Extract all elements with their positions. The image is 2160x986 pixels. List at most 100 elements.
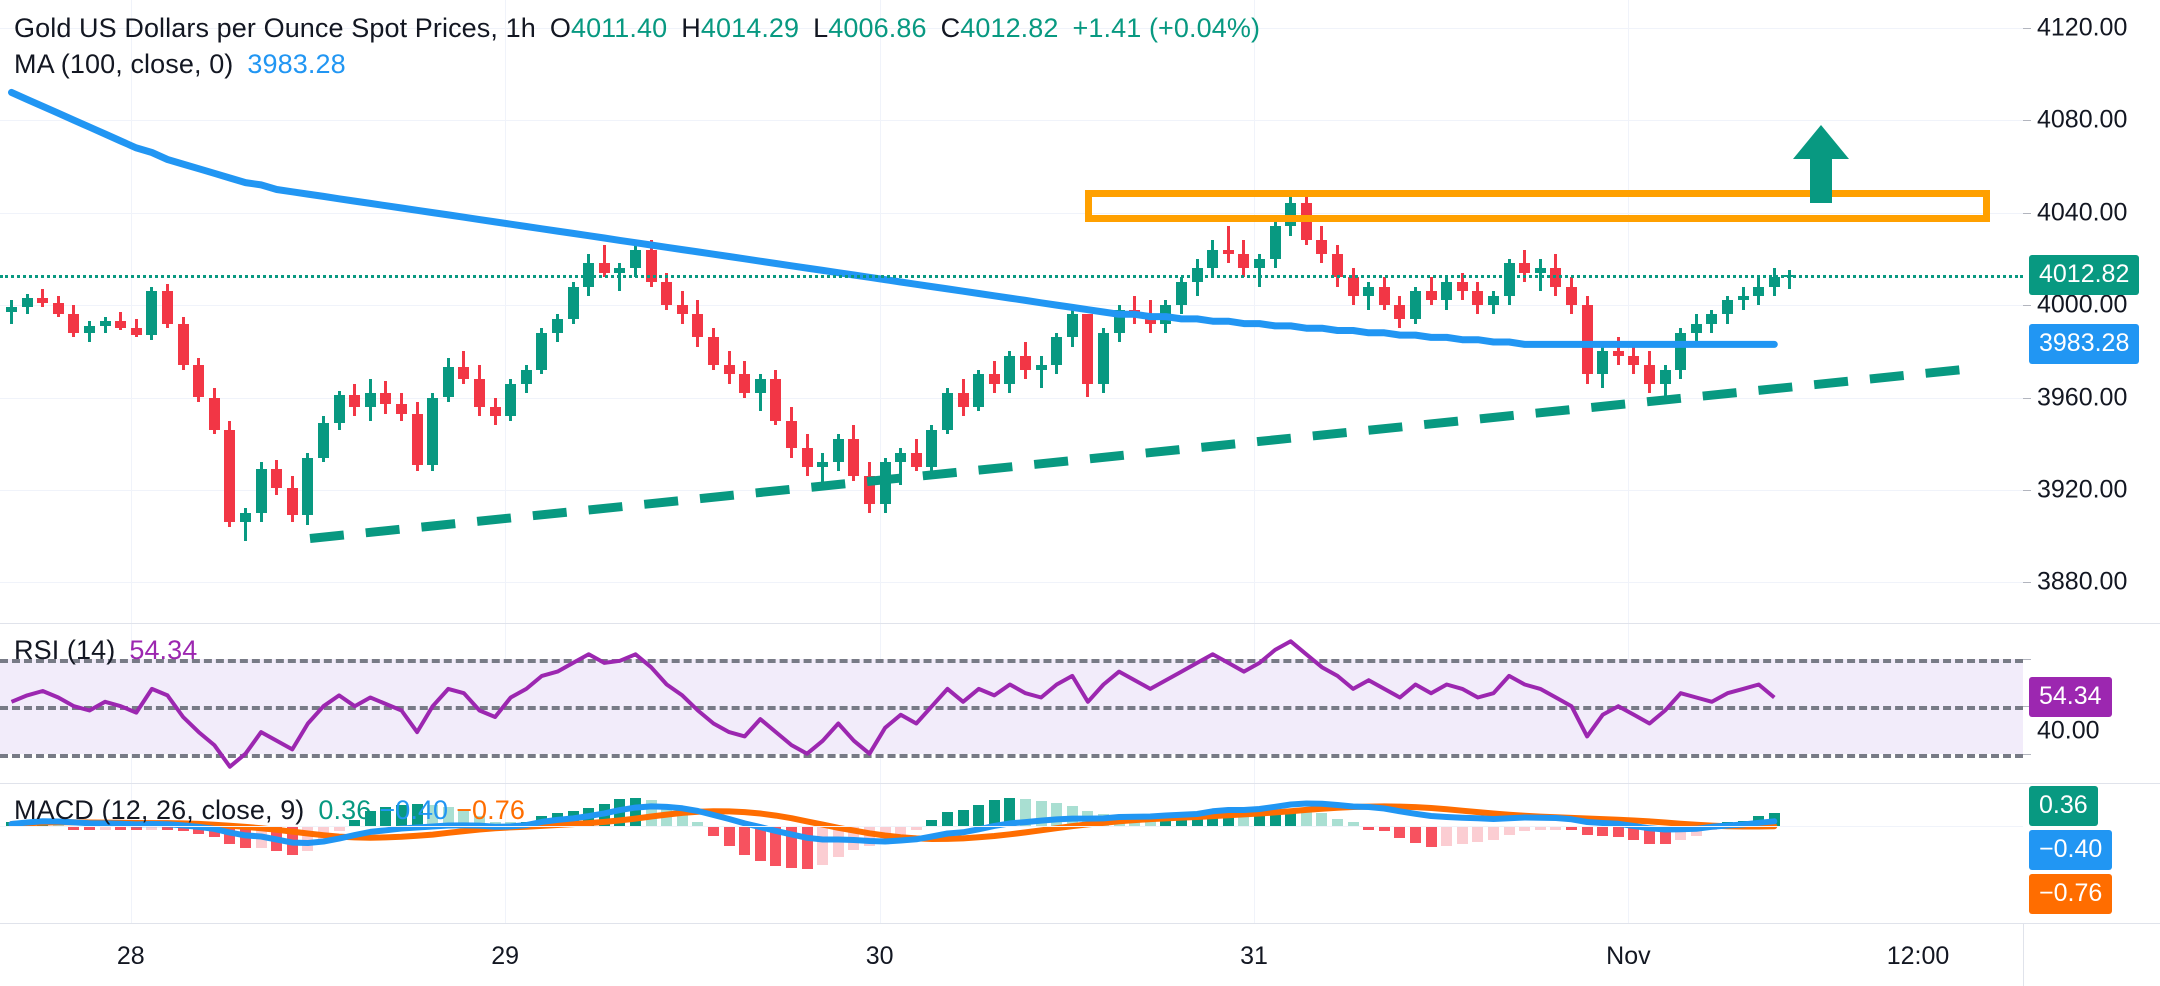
price-tick [2023,120,2031,122]
macd-histogram-bar [474,815,485,826]
ma-value-badge[interactable]: 3983.28 [2029,323,2140,364]
candle-body [1690,323,1702,333]
candle-body [115,321,127,329]
macd-histogram-bar [770,826,782,866]
price-tick [2023,212,2031,214]
candle-body [770,379,782,421]
candle-body [255,469,267,514]
candle-wick [1258,254,1261,287]
bullish-breakout-arrow[interactable] [1793,125,1849,203]
macd-histogram-bar [162,826,173,830]
macd-signal-badge[interactable]: −0.76 [2029,874,2113,914]
candle-body [1456,281,1468,292]
candle-body [661,281,673,306]
time-gridline [1254,0,1255,624]
candle-body [1238,254,1250,269]
macd-histogram-bar [1488,826,1499,841]
macd-histogram-bar [1519,826,1531,831]
time-gridline [1628,0,1630,624]
price-gridline [0,27,2023,29]
candle-body [193,365,205,398]
price-tick [2023,397,2031,399]
candle-body [458,367,470,379]
price-panel[interactable]: 4120.00 4080.00 4040.00 4000.00 3960.00 3920.… [0,0,2160,624]
price-gridline [0,120,2023,122]
rsi-plot-area[interactable] [0,624,2023,784]
macd-histogram-bar [1534,826,1546,830]
rsi-axis[interactable]: 54.34 40.00 [2023,624,2160,784]
macd-histogram-bar [1285,808,1297,826]
candle-body [708,337,719,366]
rsi-value-badge[interactable]: 54.34 [2029,676,2112,717]
ma-legend-label: MA (100, close, 0) [14,49,234,79]
last-price-badge[interactable]: 4012.82 [2029,255,2140,296]
macd-histogram-bar [754,826,766,862]
time-axis[interactable]: 28 29 30 31 Nov 12:00 [0,924,2160,986]
macd-histogram-bar [1191,818,1203,826]
macd-histogram-bar [1644,826,1655,844]
price-axis[interactable]: 4120.00 4080.00 4040.00 4000.00 3960.00 3920.… [2023,0,2160,624]
candle-body [1737,295,1749,301]
rsi-legend[interactable]: RSI (14) 54.34 [14,634,197,666]
ma-legend[interactable]: MA (100, close, 0) 3983.28 [14,48,346,80]
candle-body [411,413,423,465]
candle-body [21,298,33,308]
time-axis-divider [2023,924,2024,986]
macd-histogram-bar [1410,826,1421,844]
candle-body [1472,291,1484,306]
candle-body [396,404,407,414]
candle-body [68,314,80,333]
candle-body [489,406,501,416]
price-tick [2023,582,2031,584]
candle-body [739,374,751,393]
macd-plot-area[interactable] [0,784,2023,924]
macd-legend[interactable]: MACD (12, 26, close, 9) 0.36 −0.40 −0.76 [14,794,525,826]
macd-hist-badge[interactable]: 0.36 [2029,786,2098,826]
rsi-panel[interactable]: 54.34 40.00 RSI (14) 54.34 [0,624,2160,784]
ohlc-c-value: 4012.82 [960,13,1059,43]
candle-body [1768,277,1780,287]
candle-body [1066,314,1078,338]
macd-histogram-bar [1394,826,1406,839]
macd-histogram-bar [1566,826,1577,830]
ohlc-l-value: 4006.86 [828,13,927,43]
macd-histogram-bar [1628,826,1640,841]
ascending-support-trendline[interactable] [0,0,2023,624]
rsi-legend-label: RSI (14) [14,635,116,665]
macd-axis[interactable]: 0.36 −0.40 −0.76 [2023,784,2160,924]
candle-body [1534,268,1546,273]
macd-histogram-bar [1176,818,1187,826]
macd-histogram-bar [1160,818,1172,826]
macd-histogram-bar [1332,818,1343,826]
candle-body [1441,281,1453,301]
candle-wick [244,508,247,541]
macd-histogram-bar [302,826,314,851]
price-axis-label: 3920.00 [2037,475,2128,504]
candle-body [1176,281,1187,306]
candle-body [427,397,439,465]
macd-histogram-bar [817,826,829,865]
macd-histogram-bar [1378,826,1390,832]
candle-body [910,452,922,467]
candle-body [1020,355,1031,370]
rsi-level-line [0,753,2023,758]
candle-body [567,286,579,319]
candle-wick [134,318,138,338]
macd-histogram-bar [739,826,751,856]
price-plot-area[interactable] [0,0,2023,624]
macd-panel[interactable]: 0.36 −0.40 −0.76 MACD (12, 26, close, 9) 0.… [0,784,2160,924]
time-gridline [505,0,507,624]
macd-line-badge[interactable]: −0.40 [2029,830,2113,870]
candle-body [598,263,610,273]
macd-histogram-bar [68,826,80,830]
candle-wick [821,452,825,490]
candle-body [520,369,532,384]
candle-body [1113,309,1125,333]
candle-body [1597,351,1609,375]
candle-body [1566,286,1577,306]
candle-body [1519,263,1531,273]
candle-body [1191,268,1203,282]
candle-body [286,487,298,516]
candle-body [895,452,907,463]
candle-body [1004,355,1016,384]
